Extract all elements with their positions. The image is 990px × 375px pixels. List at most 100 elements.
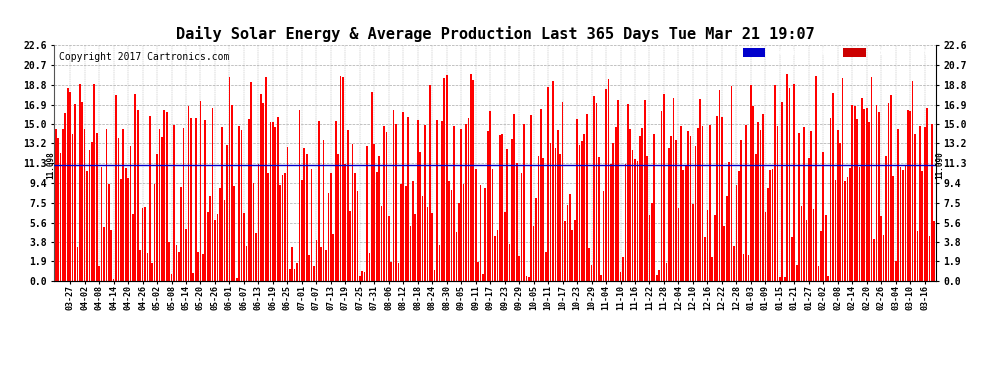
Bar — [849, 168, 850, 281]
Bar — [803, 127, 805, 281]
Bar — [781, 102, 783, 281]
Bar — [736, 185, 738, 281]
Bar — [175, 245, 177, 281]
Bar — [523, 124, 525, 281]
Bar — [675, 140, 677, 281]
Bar — [610, 164, 612, 281]
Bar — [299, 110, 300, 281]
Bar — [84, 129, 85, 281]
Bar — [752, 106, 754, 281]
Bar — [354, 173, 355, 281]
Bar — [632, 150, 634, 281]
Bar — [885, 156, 887, 281]
Bar — [163, 110, 165, 281]
Bar — [813, 209, 815, 281]
Bar — [170, 274, 172, 281]
Bar — [195, 118, 196, 281]
Bar — [180, 187, 182, 281]
Bar — [330, 173, 332, 281]
Bar — [432, 213, 433, 281]
Bar — [371, 92, 372, 281]
Bar — [603, 190, 605, 281]
Bar — [106, 129, 107, 281]
Bar — [902, 170, 904, 281]
Bar — [801, 206, 803, 281]
Bar — [673, 98, 674, 281]
Bar — [615, 127, 617, 281]
Bar — [306, 154, 308, 281]
Bar — [880, 216, 882, 281]
Bar — [153, 184, 155, 281]
Bar — [316, 240, 317, 281]
Bar — [120, 179, 122, 281]
Bar — [557, 130, 558, 281]
Bar — [244, 213, 245, 281]
Bar — [378, 156, 380, 281]
Bar — [844, 181, 845, 281]
Bar — [914, 134, 916, 281]
Bar — [405, 186, 407, 281]
Bar — [178, 252, 179, 281]
Bar — [333, 234, 334, 281]
Bar — [363, 272, 365, 281]
Bar — [183, 128, 184, 281]
Bar — [561, 102, 563, 281]
Bar — [552, 81, 553, 281]
Bar — [173, 125, 175, 281]
Bar — [769, 170, 771, 281]
Bar — [907, 111, 909, 281]
Bar — [103, 226, 105, 281]
Bar — [501, 134, 503, 281]
Bar — [861, 98, 862, 281]
Bar — [455, 232, 457, 281]
Bar — [470, 75, 471, 281]
Bar — [811, 131, 812, 281]
Bar — [226, 145, 228, 281]
Bar — [200, 101, 201, 281]
Bar — [147, 253, 148, 281]
Bar — [393, 110, 394, 281]
Bar — [489, 111, 491, 281]
Bar — [564, 220, 566, 281]
Bar — [91, 142, 93, 281]
Bar — [583, 134, 585, 281]
Bar — [900, 166, 901, 281]
Bar — [519, 256, 520, 281]
Bar — [321, 247, 322, 281]
Bar — [747, 255, 749, 281]
Bar — [265, 77, 266, 281]
Bar — [161, 137, 162, 281]
Bar — [115, 95, 117, 281]
Bar — [774, 85, 776, 281]
Bar — [759, 130, 761, 281]
Bar — [214, 219, 216, 281]
Bar — [74, 104, 76, 281]
Bar — [905, 166, 906, 281]
Bar — [142, 209, 144, 281]
Bar — [818, 266, 820, 281]
Bar — [351, 144, 353, 281]
Bar — [729, 162, 730, 281]
Bar — [207, 212, 209, 281]
Bar — [402, 112, 404, 281]
Bar — [699, 99, 701, 281]
Text: 11.090: 11.090 — [936, 152, 944, 179]
Bar — [571, 230, 573, 281]
Bar — [487, 131, 489, 281]
Bar — [637, 161, 639, 281]
Bar — [69, 92, 71, 281]
Bar — [248, 119, 249, 281]
Bar — [892, 176, 894, 281]
Bar — [282, 176, 283, 281]
Bar — [830, 118, 832, 281]
Bar — [511, 139, 513, 281]
Bar — [71, 134, 73, 281]
Text: 11.098: 11.098 — [47, 152, 55, 179]
Bar — [576, 119, 578, 281]
Bar — [311, 169, 313, 281]
Bar — [504, 212, 506, 281]
Bar — [338, 154, 339, 281]
Bar — [772, 169, 773, 281]
Bar — [719, 90, 721, 281]
Bar — [516, 164, 518, 281]
